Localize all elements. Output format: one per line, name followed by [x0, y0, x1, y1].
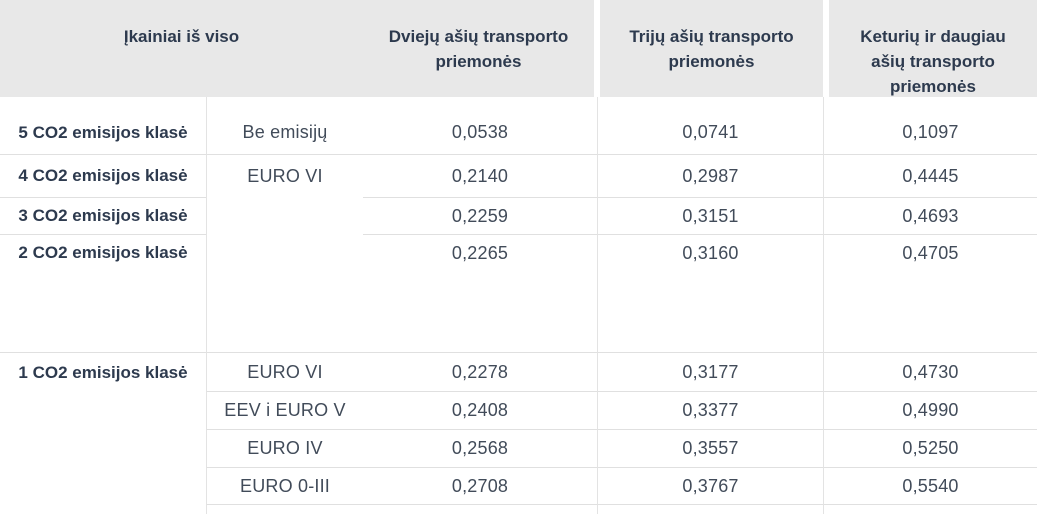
table-row: 5 CO2 emisijos klasė Be emisijų 0,0538 0… [0, 97, 1037, 155]
tail-cell [363, 505, 597, 514]
cell-rate-two-axle: 0,2259 [363, 198, 597, 235]
cell-emission-standard: Be emisijų [206, 97, 363, 155]
cell-rate-three-axle: 0,3160 [597, 235, 823, 353]
table-tail [0, 505, 1037, 514]
table-row: 4 CO2 emisijos klasė EURO VI 0,2140 0,29… [0, 155, 1037, 198]
cell-co2-class: 5 CO2 emisijos klasė [0, 97, 206, 155]
header-cell-triju-asiu: Trijų ašių transporto priemonės [600, 0, 823, 97]
cell-co2-class: 4 CO2 emisijos klasė [0, 155, 206, 198]
cell-rate-two-axle: 0,2708 [363, 468, 597, 505]
header-gap [823, 0, 829, 97]
cell-rate-four-axle: 0,4705 [823, 235, 1037, 353]
cell-rate-two-axle: 0,0538 [363, 97, 597, 155]
table-row: 3 CO2 emisijos klasė 0,2259 0,3151 0,469… [0, 198, 1037, 235]
table-row: 1 CO2 emisijos klasė EURO VI 0,2278 0,31… [0, 353, 1037, 392]
header-cell-dvieju-asiu: Dviejų ašių transporto priemonės [363, 0, 594, 97]
cell-rate-three-axle: 0,3557 [597, 430, 823, 468]
cell-rate-four-axle: 0,4730 [823, 353, 1037, 392]
tail-cell [0, 505, 206, 514]
cell-emission-standard: EURO 0-III [206, 468, 363, 505]
cell-emission-standard: EURO VI [206, 353, 363, 392]
tail-cell [597, 505, 823, 514]
cell-rate-four-axle: 0,4445 [823, 155, 1037, 198]
tail-cell [206, 505, 363, 514]
cell-co2-class [0, 392, 206, 430]
table-row: EEV i EURO V 0,2408 0,3377 0,4990 [0, 392, 1037, 430]
cell-rate-four-axle: 0,5540 [823, 468, 1037, 505]
cell-rate-two-axle: 0,2568 [363, 430, 597, 468]
cell-emission-standard: EEV i EURO V [206, 392, 363, 430]
cell-rate-three-axle: 0,3151 [597, 198, 823, 235]
cell-rate-two-axle: 0,2278 [363, 353, 597, 392]
cell-co2-class: 2 CO2 emisijos klasė [0, 235, 206, 353]
table-row: EURO IV 0,2568 0,3557 0,5250 [0, 430, 1037, 468]
cell-rate-two-axle: 0,2408 [363, 392, 597, 430]
cell-rate-three-axle: 0,3767 [597, 468, 823, 505]
header-cell-ikainiai-is-viso: Įkainiai iš viso [0, 0, 363, 97]
cell-co2-class: 3 CO2 emisijos klasė [0, 198, 206, 235]
cell-co2-class [0, 430, 206, 468]
tail-cell [823, 505, 1037, 514]
cell-emission-standard: EURO IV [206, 430, 363, 468]
header-gap [594, 0, 600, 97]
cell-co2-class: 1 CO2 emisijos klasė [18, 362, 188, 382]
cell-rate-four-axle: 0,5250 [823, 430, 1037, 468]
cell-rate-three-axle: 0,3177 [597, 353, 823, 392]
cell-rate-two-axle: 0,2140 [363, 155, 597, 198]
cell-co2-class [0, 468, 206, 505]
cell-emission-standard [206, 198, 363, 235]
cell-emission-standard [206, 235, 363, 353]
cell-rate-four-axle: 0,1097 [823, 97, 1037, 155]
cell-rate-two-axle: 0,2265 [363, 235, 597, 353]
table-header-row: Įkainiai iš viso Dviejų ašių transporto … [0, 0, 1037, 97]
cell-emission-standard: EURO VI [206, 155, 363, 198]
table-row: 2 CO2 emisijos klasė 0,2265 0,3160 0,470… [0, 235, 1037, 353]
cell-rate-four-axle: 0,4693 [823, 198, 1037, 235]
cell-rate-three-axle: 0,0741 [597, 97, 823, 155]
cell-rate-four-axle: 0,4990 [823, 392, 1037, 430]
table-row: EURO 0-III 0,2708 0,3767 0,5540 [0, 468, 1037, 505]
cell-rate-three-axle: 0,3377 [597, 392, 823, 430]
cell-rate-three-axle: 0,2987 [597, 155, 823, 198]
header-cell-keturiu-asiu: Keturių ir daugiau ašių transporto priem… [829, 0, 1037, 97]
